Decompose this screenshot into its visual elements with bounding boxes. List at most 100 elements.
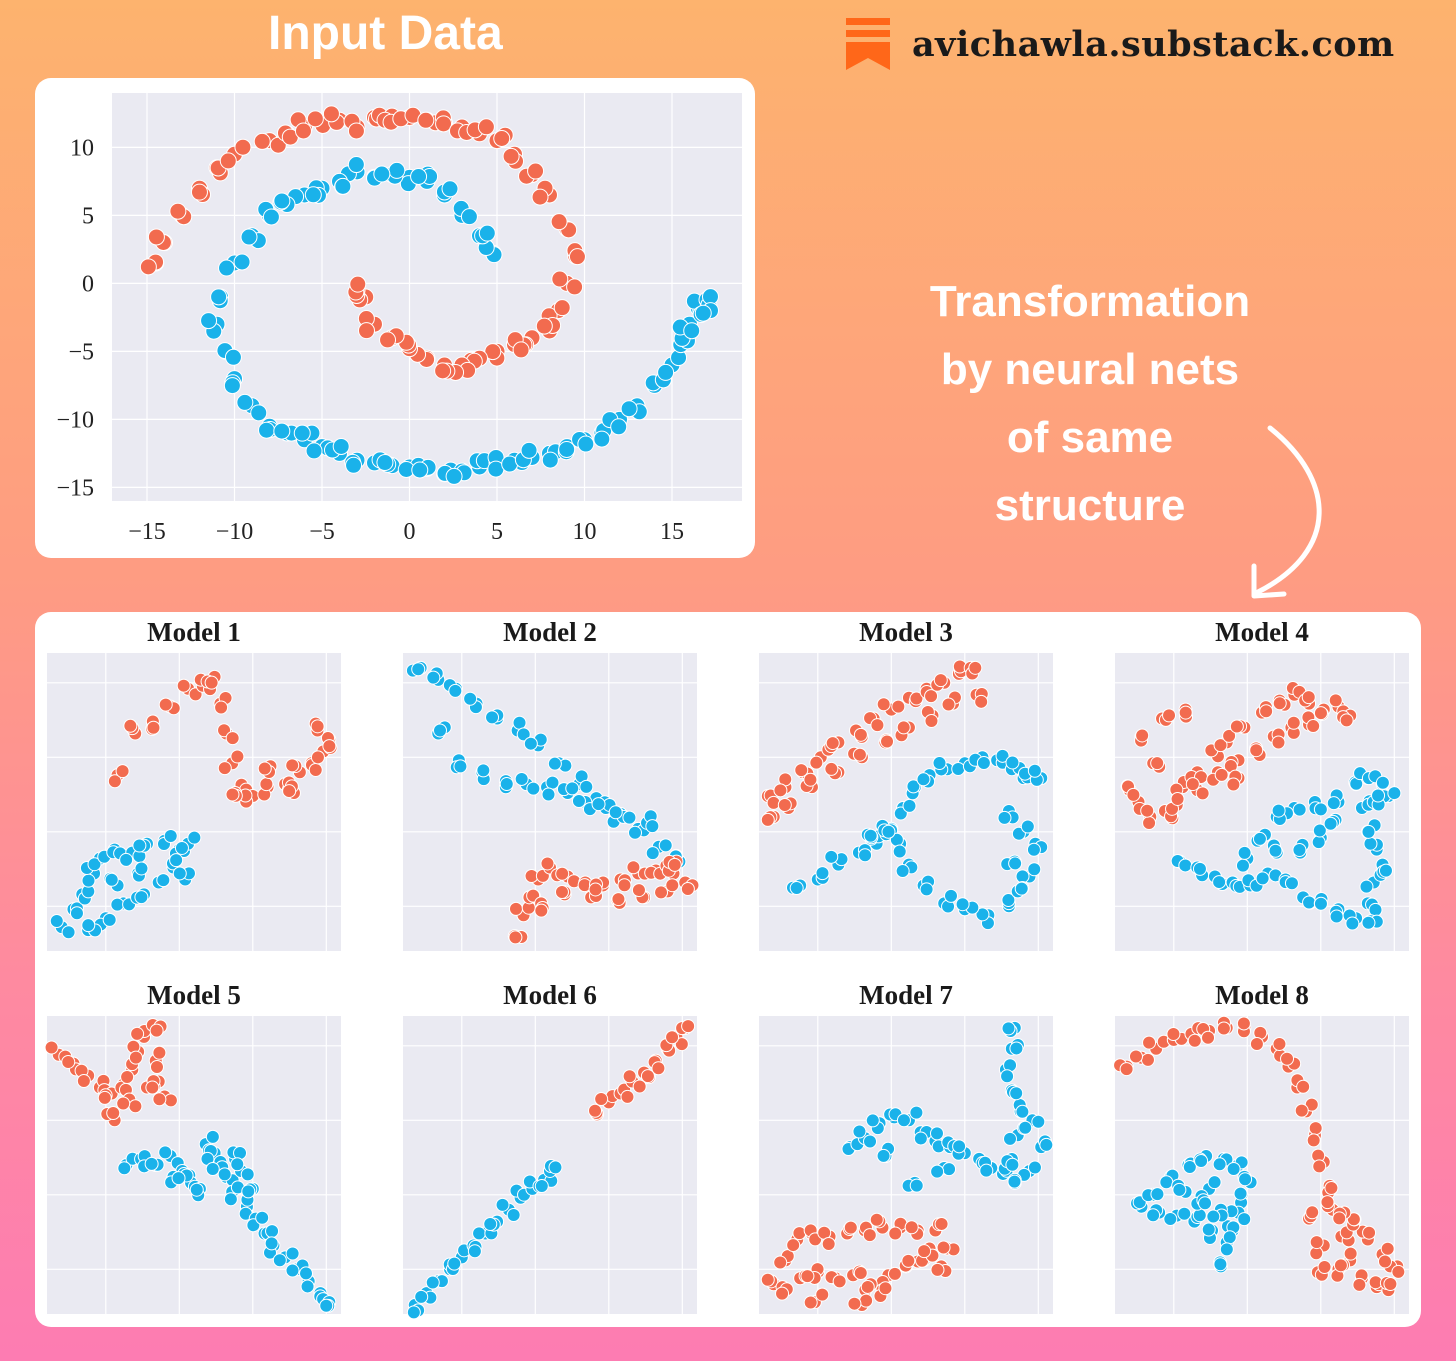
data-point [1378,863,1393,878]
data-point [1207,1175,1222,1190]
data-point [1320,1195,1335,1210]
data-point [69,906,84,921]
data-point [773,783,788,798]
data-point [674,1037,689,1052]
data-point [176,678,191,693]
data-point [535,317,553,335]
data-point [460,208,478,226]
data-point [115,764,130,779]
data-point [881,824,896,839]
data-point [1150,756,1165,771]
data-point [534,1179,549,1194]
model-plot-5: Model 5 [44,980,341,1314]
data-point [1214,767,1229,782]
data-point [773,1255,788,1270]
data-point [508,930,523,945]
data-point [1249,743,1264,758]
data-point [204,675,219,690]
data-point [258,421,276,439]
data-point [1015,869,1030,884]
data-point [794,763,809,778]
data-point [433,723,448,738]
data-point [119,852,134,867]
data-point [955,897,970,912]
data-point [1317,1260,1332,1275]
data-point [253,132,271,150]
data-point [149,1023,164,1038]
data-point [789,881,804,896]
data-point [548,1160,563,1175]
data-point [1146,1208,1161,1223]
brand-url[interactable]: avichawla.substack.com [912,23,1395,65]
data-point [120,1069,135,1084]
data-point [902,798,917,813]
data-point [622,1069,637,1084]
data-point [1126,787,1141,802]
data-point [1195,786,1210,801]
data-point [434,362,452,380]
data-point [87,857,102,872]
data-point [225,787,240,802]
data-point [218,259,236,277]
data-point [1286,715,1301,730]
data-point [591,797,606,812]
data-point [128,1050,143,1065]
data-point [523,736,538,751]
data-point [110,897,125,912]
data-point [414,1289,429,1304]
brand[interactable]: avichawla.substack.com [846,18,1395,70]
data-point [863,828,878,843]
data-point [187,830,202,845]
data-point [306,110,324,128]
data-point [909,691,924,706]
data-point [1009,1086,1024,1101]
data-point [214,700,229,715]
data-point [876,697,891,712]
data-point [815,1287,830,1302]
series-0 [841,1020,1054,1193]
data-point [273,422,291,440]
data-point [1296,1079,1311,1094]
data-point [1159,1175,1174,1190]
data-point [777,797,792,812]
data-point [651,1061,666,1076]
data-point [929,1126,944,1141]
data-point [887,1266,902,1281]
data-point [526,781,541,796]
data-point [200,312,218,330]
series-1 [507,854,700,945]
data-point [1328,693,1343,708]
data-point [347,122,365,140]
data-point [205,1129,220,1144]
data-point [550,213,568,231]
data-point [1252,831,1267,846]
series-0 [139,105,586,381]
data-point [579,779,594,794]
data-point [1371,788,1386,803]
data-point [425,1275,440,1290]
data-point [1332,1211,1347,1226]
data-point [594,1092,609,1107]
data-point [147,228,165,246]
data-point [628,825,643,840]
data-point [1162,708,1177,723]
data-point [1311,835,1326,850]
data-point [1135,728,1150,743]
data-point [531,188,549,206]
data-point [1015,1104,1030,1119]
data-point [979,1163,994,1178]
data-point [225,731,240,746]
data-point [1007,1174,1022,1189]
data-point [61,925,76,940]
data-point [1309,1235,1324,1250]
data-point [760,812,775,827]
data-point [262,208,280,226]
data-point [299,1266,314,1281]
data-point [477,118,495,136]
data-point [285,1263,300,1278]
series-0 [1113,1015,1406,1298]
series-1 [200,156,719,485]
data-point [172,866,187,881]
data-point [1150,1187,1165,1202]
data-point [568,248,586,266]
